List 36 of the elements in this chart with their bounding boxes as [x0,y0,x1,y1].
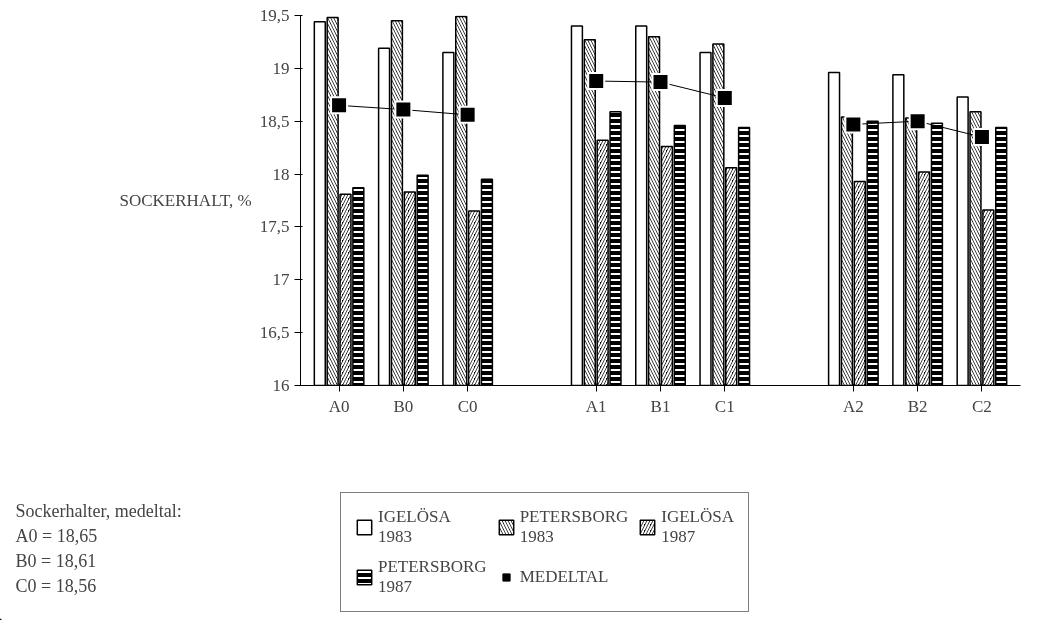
legend-label: PETERSBORG 1983 [519,507,629,547]
y-tick-label: 17,5 [259,217,290,237]
x-tick-label: A1 [585,396,607,416]
legend-label: MEDELTAL [519,566,609,588]
x-tick-label: A2 [842,396,864,416]
point [972,128,991,147]
point [715,88,734,107]
x-tick-label: C2 [972,396,992,416]
legend-label: PETERSBORG 1987 [378,557,487,597]
x-tick-label: A0 [328,396,350,416]
x-tick-label: B2 [907,396,928,416]
text: B0 = 18,61 [15,550,97,571]
y-axis-title: SOCKERHALT, % [119,191,252,210]
legend-label: IGELÖSA 1983 [378,507,451,547]
x-tick-label: C0 [457,396,478,416]
point [458,105,477,124]
point [394,100,413,119]
point [330,96,349,115]
point [844,115,863,134]
text: Sockerhalter, medeltal: [15,500,182,521]
x-tick-label: B1 [650,396,671,416]
x-tick-label: C1 [714,396,735,416]
text: C0 = 18,56 [15,575,97,596]
point [651,73,670,92]
y-tick-label: 16,5 [259,323,290,343]
y-tick-label: 16 [272,376,290,395]
point [908,112,927,131]
y-tick-label: 17 [272,270,290,290]
y-tick-label: 18 [272,164,290,184]
text: A0 = 18,65 [15,525,98,546]
y-tick-label: 18,5 [259,111,290,131]
y-tick-label: 19 [272,58,290,78]
legend-label: IGELÖSA 1987 [661,507,734,547]
point [587,72,606,91]
x-tick-label: B0 [393,396,414,416]
y-tick-label: 19,5 [259,6,290,25]
